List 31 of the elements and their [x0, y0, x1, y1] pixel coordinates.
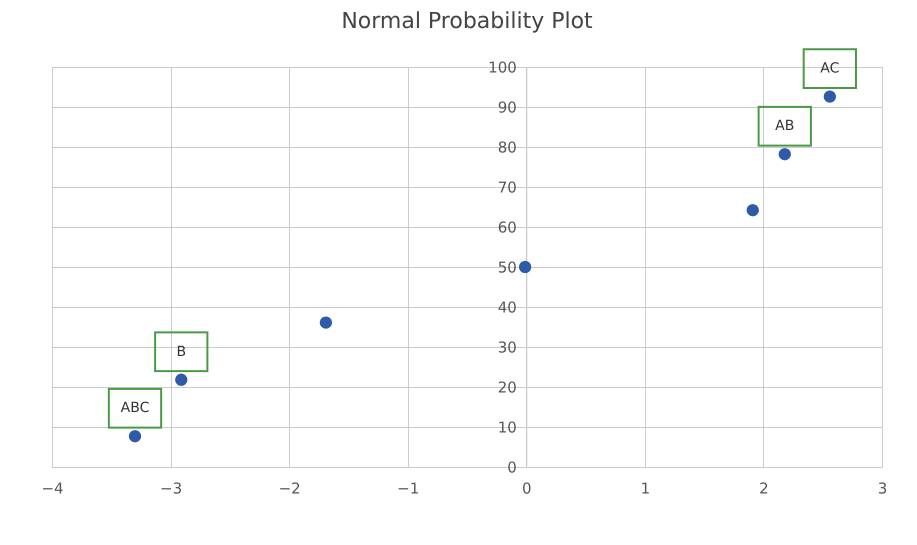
point: [128, 430, 142, 442]
point: [824, 90, 836, 103]
point: [518, 260, 532, 274]
y-tick-label: 40: [498, 298, 517, 316]
annotation: ABC: [120, 400, 150, 416]
x-tick-label: 0: [522, 480, 532, 498]
y-tick-label: 20: [498, 378, 517, 396]
point: [746, 204, 759, 216]
x-tick-label: 1: [640, 480, 650, 498]
y-tick-label: 90: [498, 98, 517, 116]
y-tick-label: 80: [498, 138, 517, 156]
x-tick-label: −1: [397, 480, 420, 498]
x-tick-label: −4: [41, 480, 64, 498]
y-tick-label: 70: [498, 178, 517, 196]
point: [778, 148, 791, 160]
y-tick-label: 50: [498, 258, 517, 276]
y-tick-label: 10: [498, 418, 517, 436]
y-tick-label: 0: [507, 458, 517, 476]
x-tick-label: 2: [759, 480, 769, 498]
x-tick-label: −2: [278, 480, 301, 498]
annotation: AB: [775, 118, 794, 134]
x-tick-label: −3: [160, 480, 182, 498]
point: [175, 374, 188, 386]
annotation: B: [176, 344, 186, 360]
x-tick-label: 3: [878, 480, 888, 498]
point: [320, 316, 332, 329]
y-tick-label: 100: [488, 58, 517, 76]
chart-title: Normal Probability Plot: [341, 9, 594, 34]
annotation: AC: [820, 60, 840, 77]
y-tick-label: 60: [498, 218, 517, 236]
y-tick-label: 30: [498, 338, 517, 356]
